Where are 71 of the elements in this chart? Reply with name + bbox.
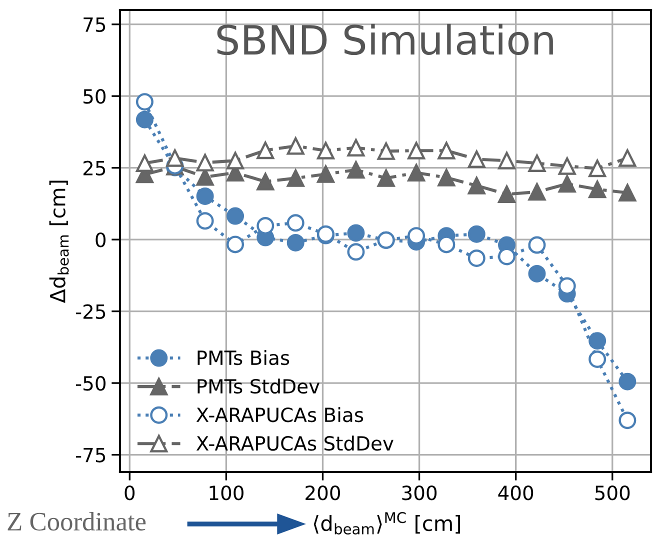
point [558,157,576,175]
point [438,236,456,254]
point [196,212,214,230]
legend-label: X-ARAPUCAs Bias [196,407,364,422]
y-tick-label: 75 [84,18,106,32]
point [316,165,334,183]
point [558,175,576,193]
point [468,225,486,243]
y-axis-title: Δd$_{beam}$ [cm] [49,180,69,304]
point [226,152,244,170]
point [226,236,244,254]
point [136,110,154,128]
point [618,412,636,430]
y-tick-label: 50 [84,89,106,104]
x-tick-label: 200 [306,486,340,500]
x-tick-label: 300 [402,486,437,500]
point [468,176,486,194]
point [286,214,304,232]
text: Z Coordinate [8,512,146,531]
point [618,372,636,390]
point [316,142,334,160]
point [588,160,606,178]
legend-label: PMTs Bias [198,350,290,366]
point [528,183,546,201]
x-tick-label: 400 [498,486,534,500]
point [408,164,426,182]
point [256,142,274,160]
point [377,142,395,160]
y-tick-label: -50 [76,376,106,391]
point [558,277,576,295]
point [438,142,456,160]
point [618,184,636,202]
point [286,169,304,187]
legend-label: PMTs StdDev [198,378,320,394]
point [286,137,304,155]
y-tick-label: 0 [96,232,106,248]
point [528,264,546,282]
y-tick-label: -75 [76,448,106,462]
point [528,236,546,254]
point [347,138,365,156]
point [256,172,274,190]
x-tick-label: 100 [210,486,244,500]
point [438,168,456,186]
point [528,154,546,172]
point [347,243,365,261]
chart-title: SBND Simulation [217,24,553,56]
point [347,161,365,179]
point [196,154,214,172]
x-tick-label: 500 [595,486,630,500]
point [498,152,516,170]
point [166,149,184,167]
point [468,249,486,267]
point [588,180,606,198]
point [136,154,154,172]
point [498,185,516,203]
y-tick-label: -25 [76,304,106,319]
x-tick-label: 0 [124,486,135,500]
x-axis-title: ⟨d$_{beam}$⟩$^{MC}$ [cm] [314,512,460,534]
point [588,350,606,368]
point [468,150,486,168]
point [377,169,395,187]
point [588,332,606,350]
point [347,224,365,242]
point [196,187,214,205]
point [408,142,426,160]
point [618,149,636,167]
point [226,207,244,225]
point [286,234,304,252]
point [136,93,154,111]
y-tick-label: 25 [83,160,106,176]
legend-label: X-ARAPUCAs StdDev [196,436,394,451]
